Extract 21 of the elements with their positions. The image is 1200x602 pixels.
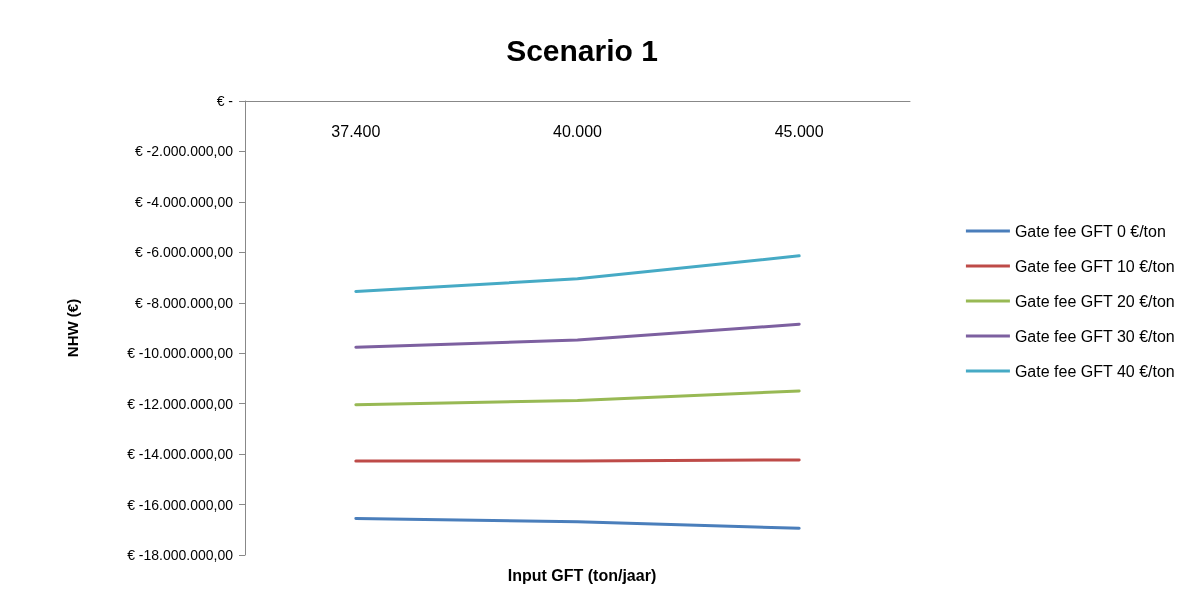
x-tick-label: 45.000: [774, 122, 824, 140]
x-tick-label: 40.000: [553, 122, 603, 140]
legend-label: Gate fee GFT 20 €/ton: [1014, 292, 1175, 310]
x-tick-label: 37.400: [331, 122, 381, 140]
y-tick-label: € -6.000.000,00: [134, 244, 234, 261]
y-tick-label: € -: [216, 93, 234, 109]
chart-title: Scenario 1: [506, 33, 658, 67]
legend-label: Gate fee GFT 0 €/ton: [1014, 222, 1166, 240]
y-tick-label: € -4.000.000,00: [134, 193, 234, 210]
y-tick-label: € -10.000.000,00: [127, 345, 234, 362]
y-axis-title: NHW (€): [64, 298, 81, 358]
y-tick-label: € -16.000.000,00: [127, 496, 234, 513]
y-tick-label: € -8.000.000,00: [134, 294, 234, 311]
x-axis-title: Input GFT (ton/jaar): [507, 566, 657, 584]
legend-label: Gate fee GFT 40 €/ton: [1014, 362, 1175, 380]
y-tick-label: € -18.000.000,00: [127, 547, 234, 563]
legend-label: Gate fee GFT 10 €/ton: [1014, 257, 1175, 275]
legend-label: Gate fee GFT 30 €/ton: [1014, 327, 1175, 345]
y-tick-label: € -14.000.000,00: [127, 446, 234, 463]
y-tick-label: € -12.000.000,00: [127, 395, 234, 412]
y-tick-label: € -2.000.000,00: [134, 143, 234, 160]
